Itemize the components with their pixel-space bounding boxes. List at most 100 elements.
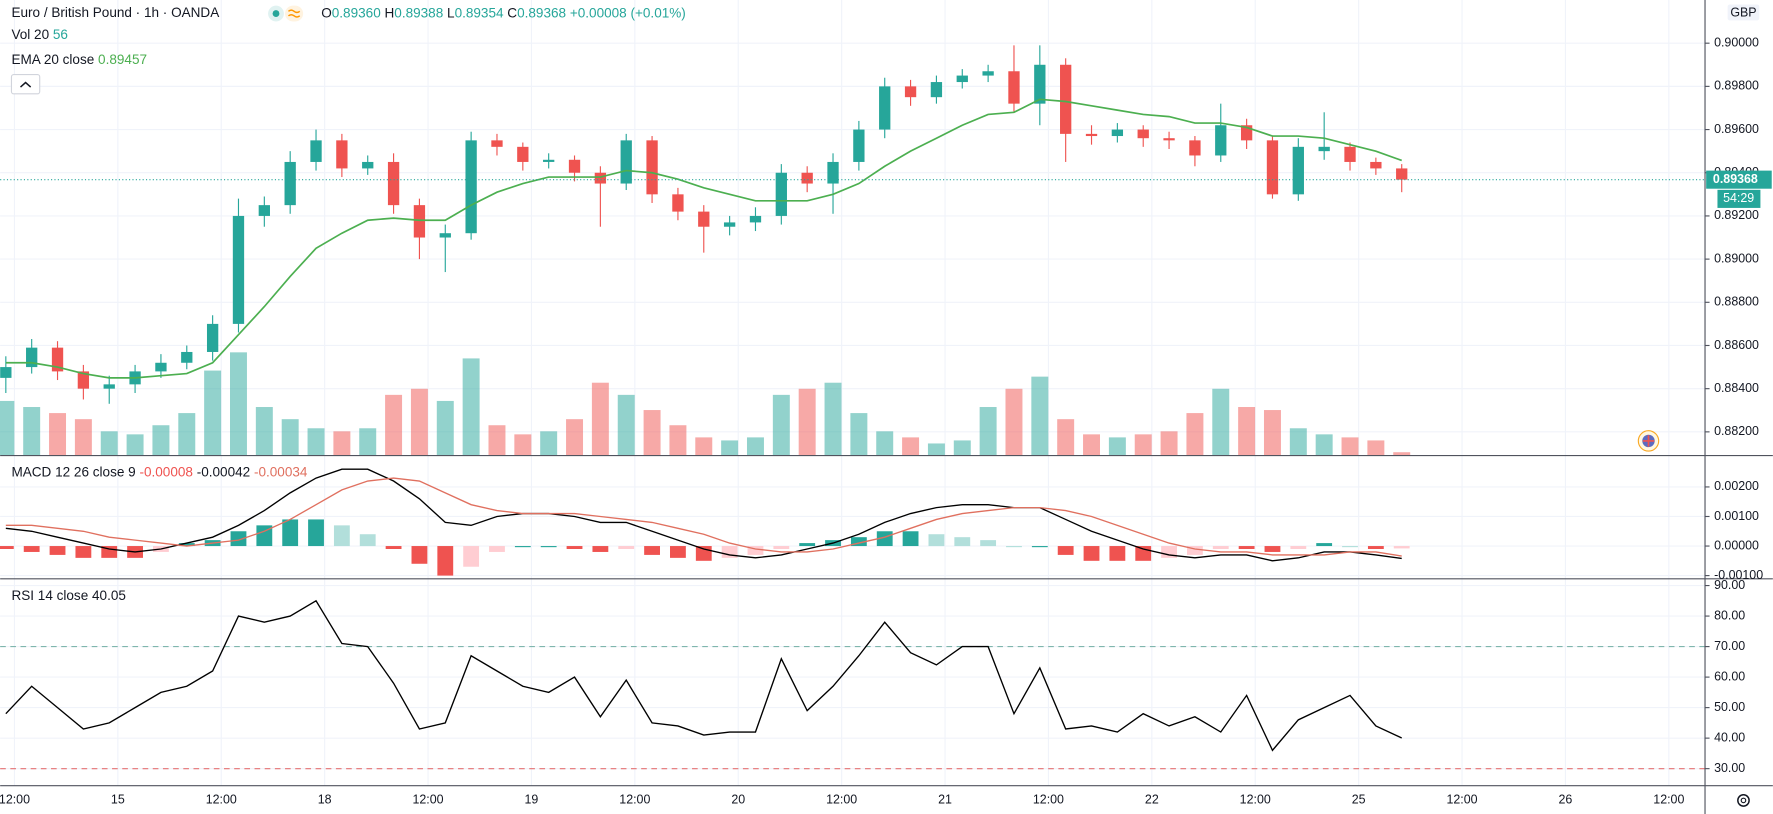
change-value: +0.00008 (+0.01%)	[570, 5, 686, 20]
y-tick-label: 80.00	[1714, 608, 1745, 622]
candle-body	[439, 233, 451, 238]
volume-bar	[1212, 388, 1230, 456]
volume-bar	[979, 407, 997, 456]
candle-body	[1240, 125, 1253, 141]
macd-histogram-bar	[928, 534, 945, 547]
candle-body	[258, 205, 270, 216]
grid	[0, 0, 1710, 786]
volume-bar	[1289, 428, 1307, 456]
x-tick-label: 22	[1145, 793, 1159, 807]
macd-histogram-bar	[489, 546, 505, 552]
macd-histogram-bar	[1135, 546, 1152, 561]
market-status-dot	[272, 10, 280, 17]
data-icon[interactable]	[285, 5, 304, 22]
volume-bar	[540, 431, 558, 456]
volume-bar	[1186, 413, 1204, 456]
volume-bar	[488, 425, 506, 456]
x-tick-label: 12:00	[826, 793, 857, 807]
volume-bar	[902, 437, 920, 456]
low-value: 0.89354	[455, 5, 504, 20]
macd-histogram-bar	[385, 546, 402, 549]
volume-bar	[1238, 407, 1256, 456]
volume-bar	[876, 431, 894, 456]
marks	[0, 45, 1706, 770]
candle-body	[1396, 168, 1408, 180]
y-tick-label: 0.90000	[1714, 35, 1759, 49]
y-tick-label: 0.00000	[1714, 538, 1759, 552]
macd-histogram-bar	[1187, 546, 1203, 555]
volume-bar	[126, 434, 144, 456]
volume-bar	[74, 419, 92, 456]
last-price-label: 0.89368	[1713, 172, 1758, 186]
macd-histogram-bar	[230, 531, 247, 547]
macd-line	[5, 468, 1402, 562]
candle-body	[723, 222, 736, 227]
volume-bar	[798, 388, 816, 456]
volume-bar	[1005, 388, 1023, 456]
x-tick-label: 12:00	[412, 793, 443, 807]
candle-body	[336, 140, 348, 169]
open-value: 0.89360	[332, 5, 381, 20]
candle-body	[413, 205, 426, 238]
rsi-title: RSI 14 close	[11, 587, 88, 602]
candle-body	[465, 140, 477, 234]
macd-line	[5, 477, 1402, 557]
y-tick-label: 70.00	[1714, 639, 1745, 653]
candle-body	[620, 140, 632, 184]
macd-title: MACD 12 26 close 9	[11, 464, 135, 479]
candle-body	[284, 161, 296, 206]
y-tick-label: 50.00	[1714, 700, 1745, 714]
y-tick-label: 0.89000	[1714, 251, 1759, 265]
candle-body	[1060, 64, 1072, 134]
volume-bar	[204, 370, 222, 456]
candle-body	[1008, 71, 1020, 104]
volume-bar	[1134, 434, 1152, 456]
candle-body	[956, 75, 968, 83]
volume-bar	[772, 394, 790, 456]
candle-body	[362, 161, 374, 169]
collapse-icon	[20, 81, 32, 88]
candle-body	[387, 161, 400, 206]
volume-bar	[669, 425, 687, 456]
macd-histogram-bar	[850, 537, 867, 547]
candle-body	[568, 159, 581, 173]
y-tick-label: 0.00100	[1714, 509, 1759, 523]
x-tick-label: 12:00	[619, 793, 650, 807]
macd-histogram-bar	[1083, 546, 1100, 561]
close-label: C	[507, 5, 517, 20]
candle-body	[1189, 140, 1201, 156]
macd-histogram-bar	[695, 546, 712, 561]
candle-body	[827, 161, 839, 184]
candle-body	[1034, 64, 1046, 104]
candle-body	[491, 140, 503, 147]
y-tick-label: 0.88800	[1714, 295, 1759, 309]
y-tick-label: 0.89800	[1714, 79, 1759, 93]
y-tick-label: 90.00	[1714, 578, 1745, 592]
macd-histogram-bar	[1393, 546, 1410, 549]
volume-bar	[333, 431, 351, 456]
rsi-value: 40.05	[92, 587, 126, 602]
open-label: O	[321, 5, 332, 20]
macd-histogram-bar	[876, 531, 893, 547]
collapse-button[interactable]	[10, 74, 41, 95]
candle-body	[646, 140, 658, 195]
candle-body	[853, 129, 865, 162]
macd-histogram-bar	[0, 546, 14, 549]
candle-body	[672, 194, 684, 212]
volume-bar	[178, 413, 196, 456]
macd-histogram-bar	[437, 546, 454, 576]
macd-histogram-bar	[101, 546, 118, 558]
macd-histogram-bar	[1109, 546, 1126, 561]
macd-histogram-bar	[1290, 546, 1307, 549]
macd-histogram-bar	[1006, 546, 1022, 548]
macd-value: -0.00042	[197, 464, 250, 479]
candle-body	[594, 172, 607, 184]
volume-bar	[410, 388, 428, 456]
settings-icon[interactable]	[1737, 794, 1750, 807]
currency-badge[interactable]	[1727, 4, 1760, 21]
volume-bar	[566, 419, 584, 456]
low-label: L	[447, 5, 455, 20]
volume-bar	[721, 440, 739, 456]
macd-histogram-bar	[1342, 546, 1358, 548]
